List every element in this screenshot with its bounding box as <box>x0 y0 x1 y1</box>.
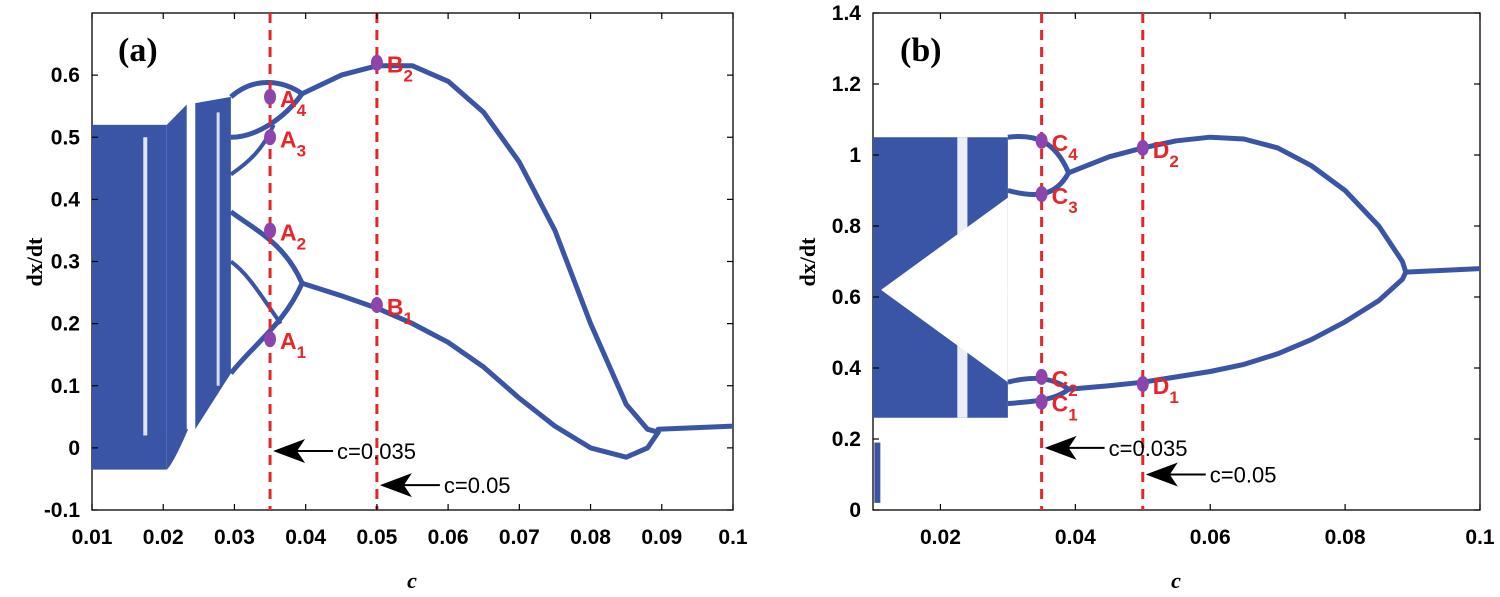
transient <box>874 442 881 503</box>
y-tick-label: 0.6 <box>51 64 80 87</box>
y-ticks: -0.1 0 0.1 0.2 0.3 0.4 0.5 0.6 <box>44 64 733 522</box>
chaotic-band <box>873 134 1073 503</box>
point-label-D1: D1 <box>1153 373 1179 407</box>
y-tick-label: 0.2 <box>51 313 80 336</box>
point-B2 <box>370 54 383 71</box>
y-tick-label: 0.5 <box>51 126 81 149</box>
point-A1 <box>264 331 277 348</box>
point-A3 <box>264 129 277 146</box>
point-A4 <box>264 88 277 105</box>
point-label-D2: D2 <box>1153 137 1179 171</box>
doubling-branch <box>229 259 283 325</box>
y-tick-label: 0.4 <box>51 188 81 211</box>
annotation-arrowhead <box>1044 435 1077 460</box>
point-label-C4: C4 <box>1052 130 1079 164</box>
y-axis-label: dx/dt <box>22 237 47 287</box>
y-tick-label: 0.8 <box>832 215 862 238</box>
point-label-A3: A3 <box>280 126 306 160</box>
annotation-c=0.035: c=0.035 <box>1109 436 1188 461</box>
y-tick-label: 0 <box>68 437 80 460</box>
point-D2 <box>1136 139 1149 156</box>
x-tick-label: 0.09 <box>641 526 682 549</box>
x-tick-label: 0.08 <box>570 526 611 549</box>
point-label-A4: A4 <box>280 86 307 120</box>
y-tick-label: 1 <box>849 144 861 167</box>
y-ticks: 0 0.2 0.4 0.6 0.8 1 1.2 1.4 <box>832 2 1480 522</box>
triangular-window <box>881 197 1008 383</box>
branch-upper <box>299 63 661 435</box>
chaotic-band <box>92 80 305 470</box>
annotation-c=0.05: c=0.05 <box>444 473 511 498</box>
point-label-A1: A1 <box>280 328 306 362</box>
x-tick-label: 0.02 <box>143 526 184 549</box>
x-tick-label: 0.06 <box>428 526 469 549</box>
x-tick-label: 0.05 <box>356 526 397 549</box>
y-tick-label: 0.1 <box>51 375 81 398</box>
annotation-c=0.035: c=0.035 <box>337 439 416 464</box>
point-C4 <box>1035 132 1048 149</box>
plot-content <box>92 13 733 510</box>
annotation-arrowhead <box>379 473 412 498</box>
point-C3 <box>1035 186 1048 203</box>
x-tick-label: 0.03 <box>214 526 255 549</box>
point-label-A2: A2 <box>280 219 306 253</box>
point-C2 <box>1035 368 1048 385</box>
x-tick-label: 0.07 <box>499 526 540 549</box>
chaotic-band-main <box>92 124 167 470</box>
annotation-arrowhead <box>273 438 306 463</box>
y-tick-label: -0.1 <box>44 499 81 522</box>
point-A2 <box>264 222 277 239</box>
x-tick-label: 0.1 <box>718 526 748 549</box>
panel-label: (b) <box>900 32 942 69</box>
y-tick-label: 0.6 <box>832 286 861 309</box>
y-tick-label: 1.2 <box>832 73 861 96</box>
y-tick-label: 0.4 <box>832 357 862 380</box>
panel-label: (a) <box>118 32 158 69</box>
annotation-arrowhead <box>1145 462 1178 487</box>
y-tick-label: 0.3 <box>51 251 80 274</box>
point-C1 <box>1035 393 1048 410</box>
branch-fixed <box>1403 266 1480 275</box>
x-tick-label: 0.08 <box>1325 526 1366 549</box>
x-tick-label: 0.1 <box>1465 526 1495 549</box>
periodic-window <box>957 137 968 418</box>
chaotic-band-second <box>195 96 231 430</box>
x-tick-label: 0.04 <box>285 526 326 549</box>
x-tick-label: 0.02 <box>920 526 961 549</box>
x-axis-label: c <box>1171 568 1181 593</box>
band-gap <box>143 137 148 436</box>
y-tick-label: 0.2 <box>832 428 861 451</box>
point-label-B1: B1 <box>387 294 413 328</box>
chaotic-band-funnel <box>166 103 189 470</box>
y-axis-label: dx/dt <box>795 237 820 287</box>
branch-fixed <box>655 423 733 432</box>
x-axis-label: c <box>407 568 417 593</box>
x-tick-label: 0.06 <box>1190 526 1231 549</box>
point-label-C2: C2 <box>1052 366 1078 400</box>
x-tick-label: 0.04 <box>1055 526 1096 549</box>
x-ticks: 0.02 0.04 0.06 0.08 0.1 <box>920 13 1495 549</box>
y-tick-label: 1.4 <box>832 2 862 25</box>
band-gap <box>216 112 220 386</box>
point-label-B2: B2 <box>387 52 413 86</box>
x-tick-label: 0.01 <box>72 526 113 549</box>
point-label-C3: C3 <box>1052 183 1078 217</box>
y-tick-label: 0 <box>849 499 861 522</box>
point-label-C1: C1 <box>1052 391 1078 425</box>
point-B1 <box>370 296 383 313</box>
annotation-c=0.05: c=0.05 <box>1210 463 1277 488</box>
point-D1 <box>1136 375 1149 392</box>
periodic-window <box>186 103 196 430</box>
x-ticks: 0.01 0.02 0.03 0.04 0.05 0.06 0.07 0.08 0.09 0.1 <box>72 13 748 549</box>
